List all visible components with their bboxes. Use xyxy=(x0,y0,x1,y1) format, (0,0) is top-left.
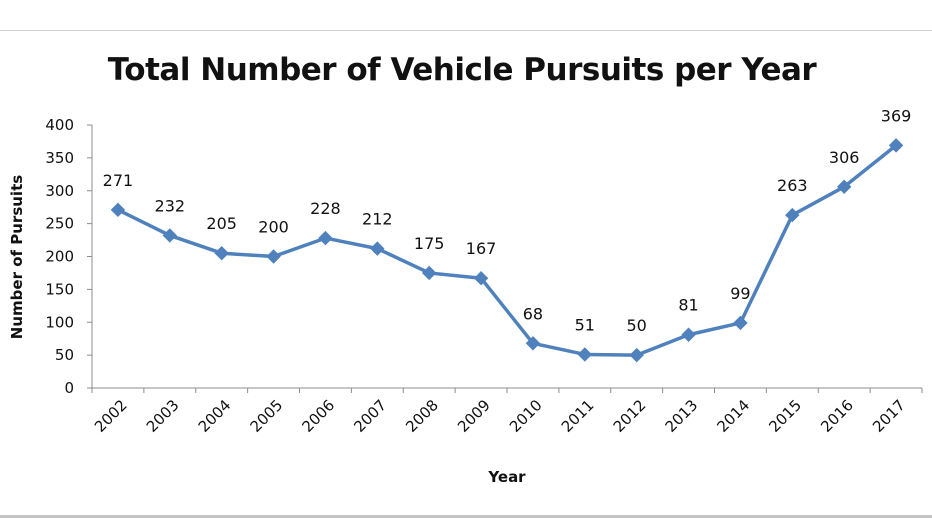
data-label: 51 xyxy=(575,315,595,334)
data-label: 228 xyxy=(310,199,341,218)
data-label: 232 xyxy=(155,196,186,215)
data-labels: 271 232 205 200 228 212 175 167 68 51 50 81 99 263 306… xyxy=(103,106,912,335)
x-tick-label: 2002 xyxy=(91,396,131,436)
data-point xyxy=(525,336,541,351)
x-tick-label: 2009 xyxy=(454,396,494,436)
data-point xyxy=(162,228,178,243)
data-label: 271 xyxy=(103,171,134,190)
bottom-divider xyxy=(0,515,932,518)
x-axis-ticks: 2002 2003 2004 2005 2006 2007 2008 2009 2010 2011… xyxy=(91,388,923,436)
data-point xyxy=(577,347,593,362)
x-tick-label: 2010 xyxy=(506,396,546,436)
chart-title: Total Number of Vehicle Pursuits per Yea… xyxy=(107,52,817,88)
data-label: 212 xyxy=(362,210,393,229)
x-tick-label: 2014 xyxy=(714,396,754,436)
x-tick-label: 2008 xyxy=(402,396,442,436)
data-label: 263 xyxy=(777,176,808,195)
data-label: 306 xyxy=(829,148,860,167)
x-axis-title: Year xyxy=(487,468,526,486)
data-label: 205 xyxy=(206,214,237,233)
series-line xyxy=(117,144,898,357)
y-tick-label: 0 xyxy=(64,379,74,397)
data-label: 50 xyxy=(627,316,647,335)
y-tick-label: 350 xyxy=(45,149,74,167)
data-markers xyxy=(110,138,904,363)
y-tick-label: 100 xyxy=(45,313,74,331)
data-point xyxy=(110,202,126,218)
top-divider xyxy=(0,30,932,31)
y-axis-ticks: 0 50 100 150 200 250 300 350 400 xyxy=(45,116,92,397)
data-point xyxy=(681,327,696,342)
x-tick-label: 2015 xyxy=(765,396,805,436)
x-tick-label: 2011 xyxy=(558,396,598,436)
y-tick-label: 300 xyxy=(45,182,74,200)
x-tick-label: 2004 xyxy=(195,396,235,436)
data-label: 175 xyxy=(414,234,445,253)
data-label: 167 xyxy=(466,239,497,258)
data-point xyxy=(785,207,800,223)
x-tick-label: 2016 xyxy=(817,396,857,436)
data-point xyxy=(318,230,333,246)
data-point xyxy=(733,315,748,331)
y-axis-title: Number of Pursuits xyxy=(8,175,26,339)
data-label: 81 xyxy=(678,296,698,315)
data-point xyxy=(370,241,385,256)
x-tick-label: 2013 xyxy=(662,396,702,436)
data-label: 369 xyxy=(881,106,912,125)
data-point xyxy=(836,179,852,195)
data-label: 200 xyxy=(258,218,289,237)
y-tick-label: 50 xyxy=(55,346,74,364)
data-point xyxy=(473,270,489,286)
data-point xyxy=(421,265,437,281)
y-tick-label: 250 xyxy=(45,215,74,233)
data-label: 99 xyxy=(730,284,750,303)
x-tick-label: 2007 xyxy=(350,396,390,436)
x-tick-label: 2012 xyxy=(610,396,650,436)
data-point xyxy=(629,347,644,363)
x-tick-label: 2005 xyxy=(247,396,287,436)
data-point xyxy=(888,138,904,153)
x-tick-label: 2003 xyxy=(143,396,183,436)
y-tick-label: 400 xyxy=(45,116,74,134)
y-tick-label: 200 xyxy=(45,248,74,266)
data-point xyxy=(266,249,281,264)
x-tick-label: 2017 xyxy=(869,396,909,436)
data-label: 68 xyxy=(523,304,543,323)
y-tick-label: 150 xyxy=(45,280,74,298)
x-tick-label: 2006 xyxy=(299,396,339,436)
data-point xyxy=(214,246,229,261)
